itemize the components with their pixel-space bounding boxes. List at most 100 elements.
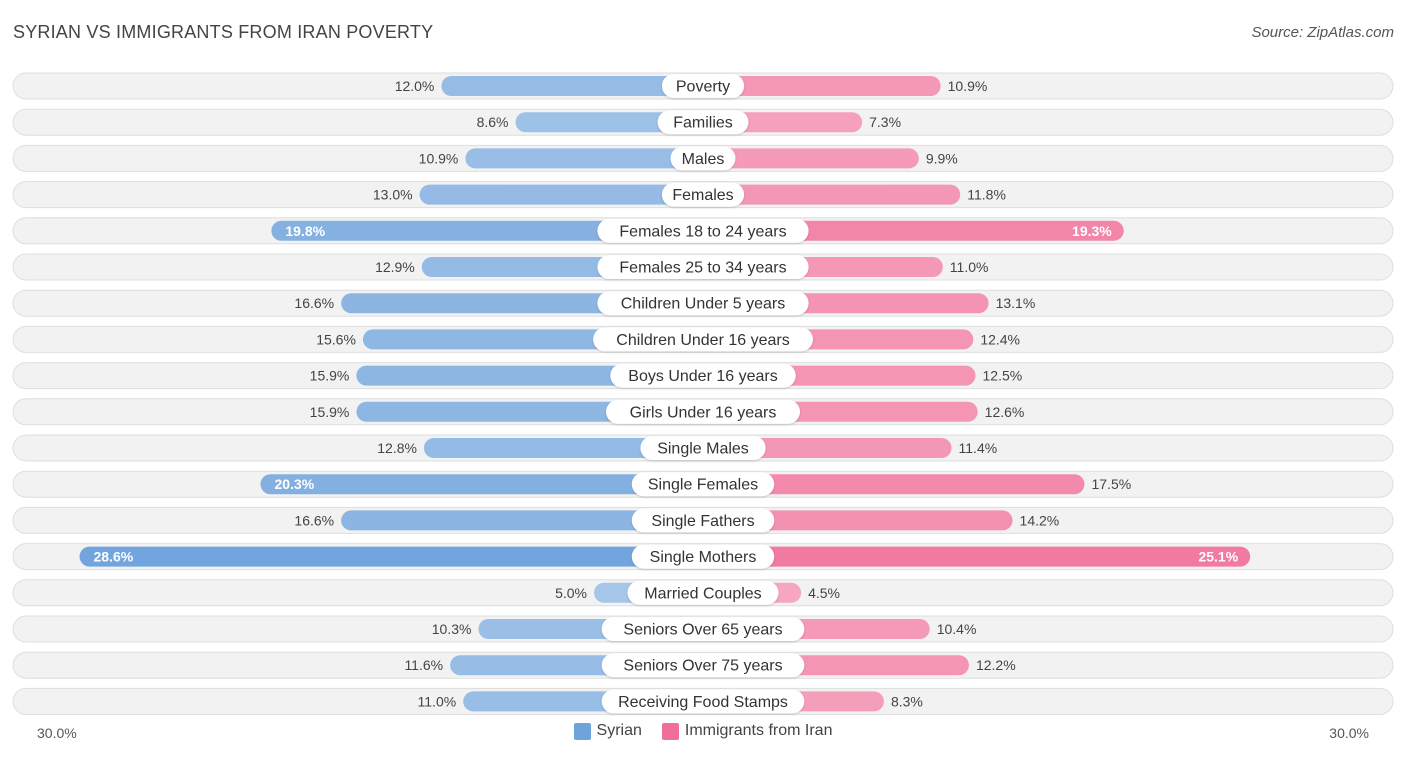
bar-syrian[interactable] xyxy=(271,220,703,241)
value-label-iran: 10.9% xyxy=(948,78,988,94)
value-label-iran: 4.5% xyxy=(808,585,840,601)
bar-syrian[interactable] xyxy=(441,76,703,96)
chart-row: 28.6% 25.1% Single Mothers xyxy=(12,543,1394,571)
value-label-iran: 12.6% xyxy=(985,404,1025,420)
category-pill xyxy=(661,182,745,207)
chart-row: 12.9% 11.0% Females 25 to 34 years xyxy=(12,253,1394,281)
value-label-syrian: 15.6% xyxy=(316,331,356,347)
bar-iran[interactable] xyxy=(703,148,919,169)
category-pill xyxy=(631,544,775,569)
category-pill xyxy=(610,363,796,388)
chart-row: 10.9% 9.9% Males xyxy=(12,144,1394,172)
value-label-syrian: 19.8% xyxy=(285,223,325,239)
value-label-iran: 12.4% xyxy=(980,331,1020,347)
value-label-iran: 8.3% xyxy=(891,693,923,709)
category-pill xyxy=(631,472,775,497)
value-label-iran: 11.0% xyxy=(950,259,989,275)
bar-syrian[interactable] xyxy=(341,510,703,531)
category-label: Married Couples xyxy=(644,585,761,602)
bar-iran[interactable] xyxy=(703,76,941,96)
value-label-iran: 12.5% xyxy=(983,368,1023,384)
chart-row: 19.8% 19.3% Females 18 to 24 years xyxy=(12,217,1394,245)
category-label: Males xyxy=(682,151,725,168)
value-label-iran: 19.3% xyxy=(1072,223,1112,239)
chart-row: 10.3% 10.4% Seniors Over 65 years xyxy=(12,615,1394,643)
value-label-syrian: 10.3% xyxy=(432,621,472,637)
bar-syrian[interactable] xyxy=(79,546,703,567)
diverging-bar-chart: 12.0% 10.9% Poverty 8.6% 7.3% Families 10.9% 9.… xyxy=(12,72,1394,715)
chart-title: SYRIAN VS IMMIGRANTS FROM IRAN POVERTY xyxy=(13,22,434,42)
category-pill xyxy=(631,508,775,533)
category-label: Single Females xyxy=(648,477,758,494)
legend-swatch-syrian xyxy=(573,722,591,740)
value-label-syrian: 20.3% xyxy=(274,476,314,492)
value-label-syrian: 15.9% xyxy=(310,368,350,384)
bar-iran[interactable] xyxy=(703,184,961,205)
value-label-syrian: 10.9% xyxy=(419,150,459,166)
value-label-syrian: 28.6% xyxy=(94,549,134,565)
category-label: Families xyxy=(673,115,733,132)
bar-iran[interactable] xyxy=(703,438,952,458)
chart-row: 15.9% 12.6% Girls Under 16 years xyxy=(12,398,1394,426)
category-label: Females 18 to 24 years xyxy=(619,223,786,240)
value-label-syrian: 12.8% xyxy=(377,440,417,456)
value-label-iran: 12.2% xyxy=(976,657,1016,673)
category-label: Single Males xyxy=(657,441,749,458)
category-pill xyxy=(657,110,749,135)
category-label: Poverty xyxy=(676,79,730,96)
legend-item-iran[interactable]: Immigrants from Iran xyxy=(661,722,833,740)
category-pill xyxy=(597,291,809,316)
legend: Syrian Immigrants from Iran xyxy=(0,722,1406,740)
value-label-syrian: 11.0% xyxy=(418,693,457,709)
category-label: Girls Under 16 years xyxy=(630,404,777,421)
category-pill xyxy=(601,617,805,641)
bar-iran[interactable] xyxy=(703,546,1251,567)
bar-iran[interactable] xyxy=(703,474,1085,495)
value-label-iran: 9.9% xyxy=(926,150,958,166)
category-pill xyxy=(597,255,809,279)
value-label-syrian: 8.6% xyxy=(477,114,509,130)
category-label: Seniors Over 65 years xyxy=(623,622,782,639)
category-label: Children Under 16 years xyxy=(616,332,789,349)
bar-syrian[interactable] xyxy=(515,112,703,133)
value-label-iran: 7.3% xyxy=(869,114,901,130)
chart-row: 8.6% 7.3% Families xyxy=(12,108,1394,136)
bar-syrian[interactable] xyxy=(260,474,703,495)
category-label: Single Mothers xyxy=(650,549,757,566)
legend-item-syrian[interactable]: Syrian xyxy=(573,722,642,740)
chart-row: 16.6% 14.2% Single Fathers xyxy=(12,506,1394,534)
chart-row: 13.0% 11.8% Females xyxy=(12,181,1394,209)
value-label-syrian: 12.0% xyxy=(395,78,435,94)
bar-syrian[interactable] xyxy=(423,438,703,458)
value-label-iran: 17.5% xyxy=(1092,476,1132,492)
category-pill xyxy=(601,689,805,714)
category-pill xyxy=(593,327,813,352)
category-label: Females xyxy=(672,187,733,204)
chart-row: 20.3% 17.5% Single Females xyxy=(12,470,1394,498)
category-label: Females 25 to 34 years xyxy=(619,260,786,277)
category-label: Single Fathers xyxy=(651,513,754,530)
value-label-iran: 11.4% xyxy=(959,440,998,456)
category-pill xyxy=(601,653,805,678)
category-label: Boys Under 16 years xyxy=(628,368,777,385)
value-label-iran: 11.8% xyxy=(967,187,1006,203)
category-label: Seniors Over 75 years xyxy=(623,658,782,675)
value-label-iran: 13.1% xyxy=(996,295,1036,311)
bar-iran[interactable] xyxy=(703,510,1013,531)
axis-right-label: 30.0% xyxy=(1329,725,1369,741)
value-label-iran: 14.2% xyxy=(1020,512,1060,528)
bar-syrian[interactable] xyxy=(465,148,703,169)
source-label: Source: ZipAtlas.com xyxy=(1251,24,1394,41)
category-label: Children Under 5 years xyxy=(621,296,786,313)
axis-left-label: 30.0% xyxy=(37,725,77,741)
legend-swatch-iran xyxy=(661,722,679,740)
legend-label-iran: Immigrants from Iran xyxy=(684,722,833,739)
chart-row: 12.8% 11.4% Single Males xyxy=(12,434,1394,462)
category-pill xyxy=(661,74,745,98)
value-label-syrian: 16.6% xyxy=(294,295,334,311)
bar-syrian[interactable] xyxy=(419,184,703,205)
value-label-syrian: 11.6% xyxy=(404,657,443,673)
bar-iran[interactable] xyxy=(703,220,1124,241)
chart-row: 12.0% 10.9% Poverty xyxy=(12,72,1394,100)
category-pill xyxy=(670,146,736,171)
